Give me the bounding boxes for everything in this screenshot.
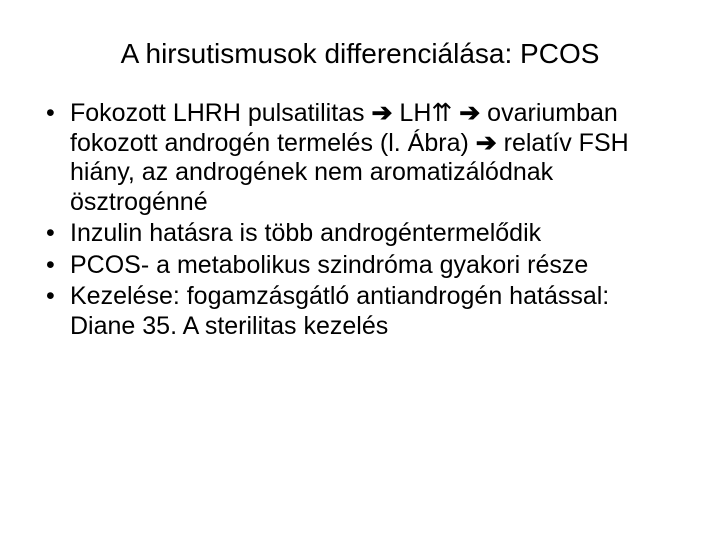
right-arrow-icon: ➔	[459, 99, 480, 127]
list-item: Fokozott LHRH pulsatilitas ➔ LH⇈ ➔ ovari…	[44, 99, 676, 217]
double-up-arrow-icon: ⇈	[431, 99, 452, 129]
bullet-text: PCOS- a metabolikus szindróma gyakori ré…	[70, 251, 588, 279]
list-item: Kezelése: fogamzásgátló antiandrogén hat…	[44, 282, 676, 341]
bullet-text-segment: LH	[392, 99, 431, 127]
bullet-text: Inzulin hatásra is több androgéntermelőd…	[70, 219, 541, 247]
bullet-text-segment: Fokozott LHRH pulsatilitas	[70, 99, 372, 127]
list-item: PCOS- a metabolikus szindróma gyakori ré…	[44, 251, 676, 281]
slide: A hirsutismusok differenciálása: PCOS Fo…	[0, 0, 720, 540]
right-arrow-icon: ➔	[476, 129, 497, 157]
right-arrow-icon: ➔	[372, 99, 393, 127]
bullet-text: Kezelése: fogamzásgátló antiandrogén hat…	[70, 282, 609, 340]
list-item: Inzulin hatásra is több androgéntermelőd…	[44, 219, 676, 249]
slide-title: A hirsutismusok differenciálása: PCOS	[76, 36, 644, 71]
bullet-list: Fokozott LHRH pulsatilitas ➔ LH⇈ ➔ ovari…	[44, 99, 676, 341]
